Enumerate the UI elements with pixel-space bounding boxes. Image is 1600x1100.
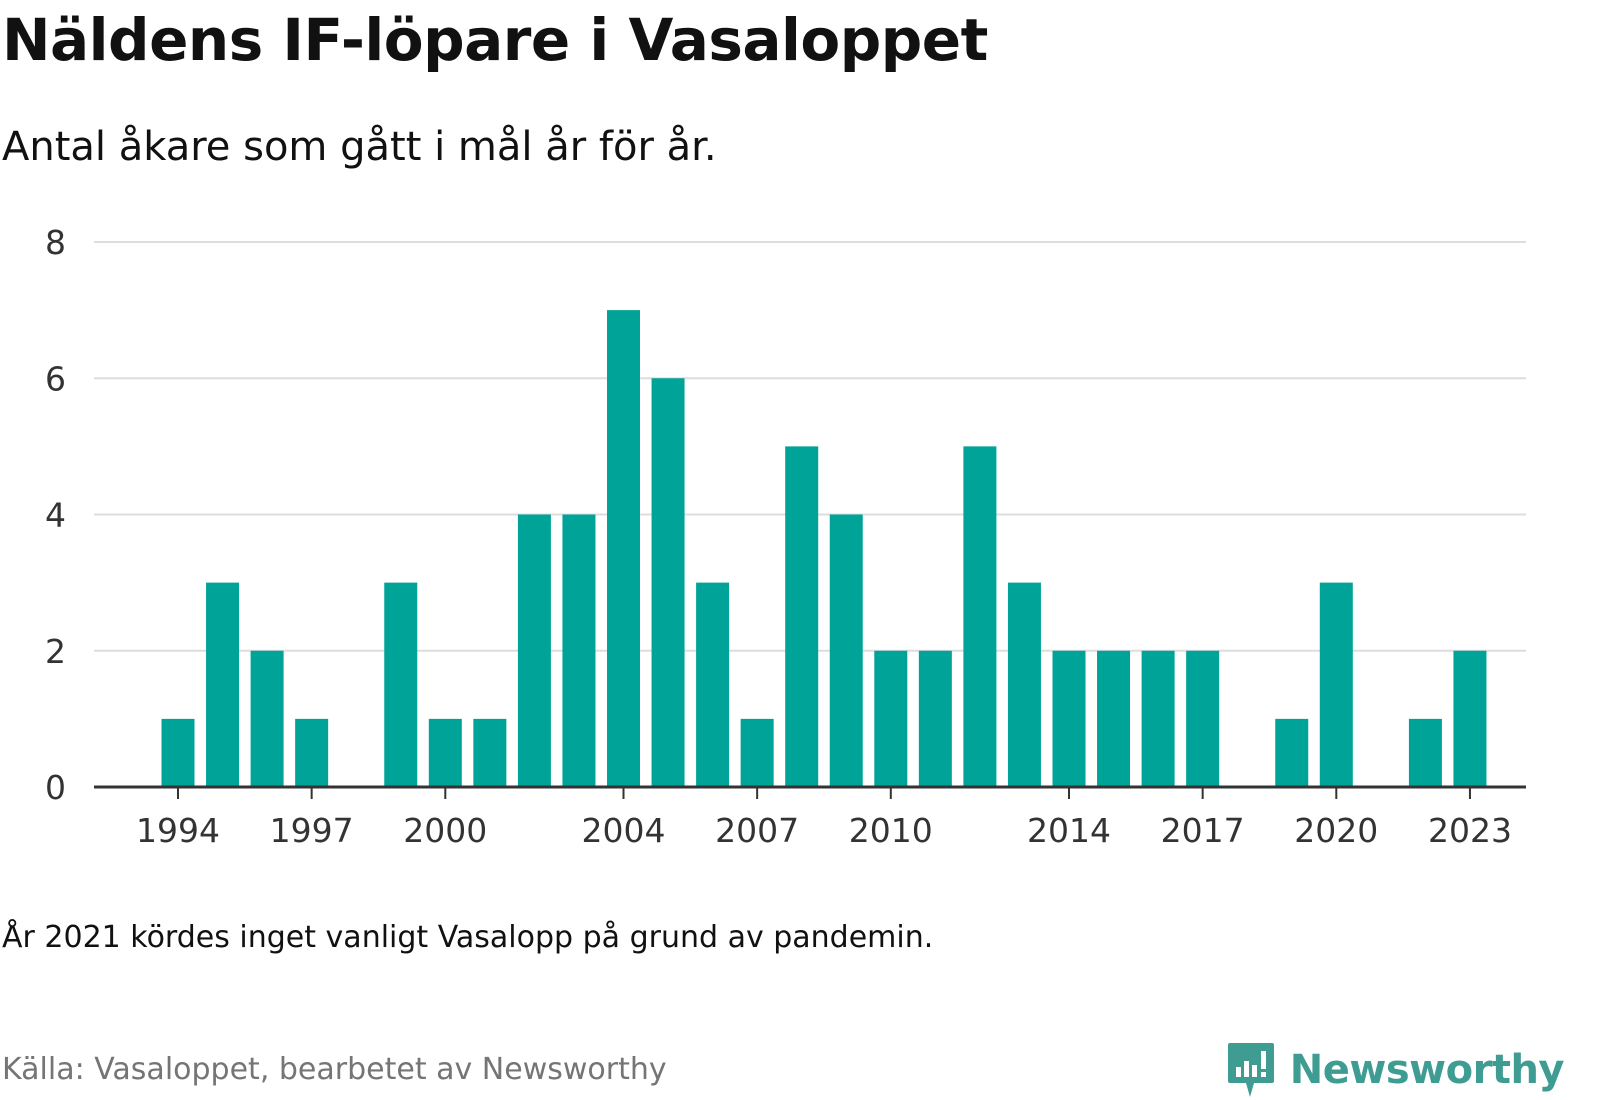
bar-2006 xyxy=(696,582,730,787)
bar-2015 xyxy=(1097,650,1131,787)
bar-chart: 0 2 4 6 8 1994 1997 2000 2004 2007 2010 2014 2017 20… xyxy=(45,223,1526,850)
bar-2019 xyxy=(1275,718,1309,787)
bar-2011 xyxy=(918,650,952,787)
bar-1995 xyxy=(206,582,240,787)
bar-2013 xyxy=(1007,582,1041,787)
x-tick-label-2004: 2004 xyxy=(582,811,666,850)
x-axis xyxy=(94,785,1526,799)
y-axis-labels: 0 2 4 6 8 xyxy=(45,223,66,807)
bar-2001 xyxy=(473,718,507,787)
chart-subtitle: Antal åkare som gått i mål år för år. xyxy=(2,124,717,170)
x-axis-labels: 1994 1997 2000 2004 2007 2010 2014 2017 2020 2023 xyxy=(136,811,1512,850)
source-text: Källa: Vasaloppet, bearbetet av Newswort… xyxy=(2,1052,667,1087)
bar-1997 xyxy=(295,718,329,787)
bar-2008 xyxy=(785,446,819,787)
bar-2000 xyxy=(428,718,462,787)
x-tick-label-2000: 2000 xyxy=(403,811,487,850)
y-tick-label-2: 2 xyxy=(45,632,66,671)
x-tick-label-2023: 2023 xyxy=(1428,811,1512,850)
bar-2023 xyxy=(1453,650,1487,787)
bar-2017 xyxy=(1186,650,1220,787)
bars xyxy=(161,310,1487,787)
bar-2007 xyxy=(740,718,774,787)
bar-2020 xyxy=(1319,582,1353,787)
bar-2022 xyxy=(1408,718,1442,787)
chart-title: Näldens IF-löpare i Vasaloppet xyxy=(2,6,988,74)
bar-1999 xyxy=(384,582,418,787)
y-tick-label-6: 6 xyxy=(45,359,66,398)
y-tick-label-8: 8 xyxy=(45,223,66,262)
x-tick-label-2020: 2020 xyxy=(1294,811,1378,850)
x-tick-label-1997: 1997 xyxy=(270,811,354,850)
brand-logo[interactable]: Newsworthy xyxy=(1226,1040,1565,1100)
bar-2003 xyxy=(562,514,596,787)
bar-2014 xyxy=(1052,650,1086,787)
newsworthy-logo-icon xyxy=(1227,1043,1274,1097)
y-tick-label-4: 4 xyxy=(45,496,66,535)
x-tick-label-2007: 2007 xyxy=(715,811,799,850)
x-tick-label-2017: 2017 xyxy=(1161,811,1245,850)
y-tick-label-0: 0 xyxy=(45,768,66,807)
bar-2009 xyxy=(829,514,863,787)
bar-2012 xyxy=(963,446,997,787)
x-tick-label-2010: 2010 xyxy=(849,811,933,850)
bar-2010 xyxy=(874,650,908,787)
bar-2016 xyxy=(1141,650,1175,787)
footnote: År 2021 kördes inget vanligt Vasalopp på… xyxy=(2,920,934,955)
bar-2002 xyxy=(517,514,551,787)
bar-2004 xyxy=(607,310,640,787)
bar-1994 xyxy=(161,718,195,787)
bar-1996 xyxy=(250,650,284,787)
bar-2005 xyxy=(651,378,685,787)
x-tick-label-1994: 1994 xyxy=(136,811,220,850)
brand-name: Newsworthy xyxy=(1289,1047,1565,1093)
x-tick-label-2014: 2014 xyxy=(1027,811,1111,850)
